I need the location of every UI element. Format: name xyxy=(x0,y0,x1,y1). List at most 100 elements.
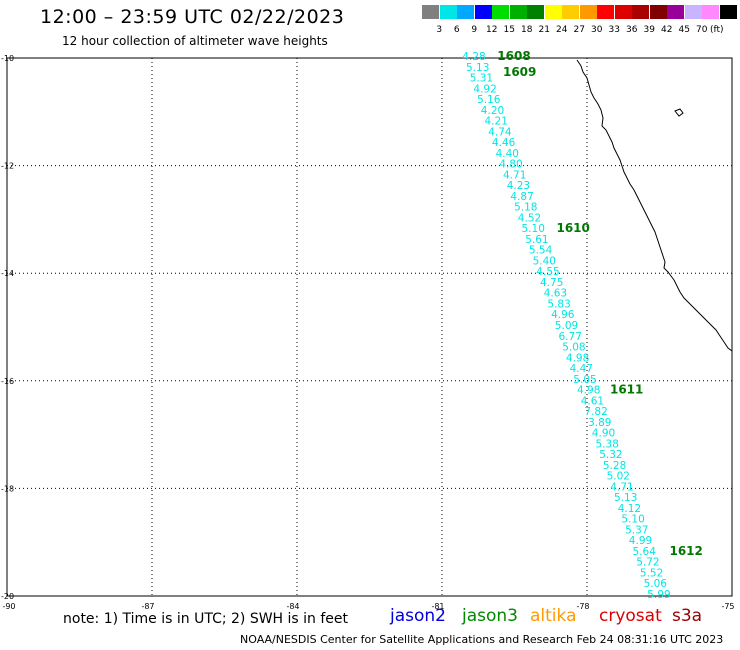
swh-value: 5.08 xyxy=(562,342,585,354)
legend-swatch xyxy=(439,5,457,19)
legend-swatch xyxy=(492,5,509,19)
swh-value: 4.23 xyxy=(507,180,530,192)
legend-label: 9 xyxy=(471,25,478,35)
swh-value: 7.82 xyxy=(584,406,607,418)
swh-value: 5.52 xyxy=(640,567,663,579)
legend-label: 39 xyxy=(643,25,655,35)
swh-value: 5.38 xyxy=(596,438,619,450)
chart-subtitle: 12 hour collection of altimeter wave hei… xyxy=(62,34,328,48)
graticule xyxy=(7,58,732,596)
legend-swatch xyxy=(649,5,667,19)
swh-value: 5.40 xyxy=(533,255,556,267)
legend-label: 45 xyxy=(678,25,690,35)
legend-label: 15 xyxy=(503,25,515,35)
satellite-label-altika: altika xyxy=(530,606,577,626)
swh-value: 5.06 xyxy=(644,578,668,590)
footer-note: note: 1) Time is in UTC; 2) SWH is in fe… xyxy=(63,611,349,627)
swh-value: 5.32 xyxy=(599,449,622,461)
legend-label: 33 xyxy=(608,25,620,35)
satellite-label-cryosat: cryosat xyxy=(599,606,662,626)
legend-swatch xyxy=(457,5,474,19)
longitude-tick-label: -84 xyxy=(286,602,299,611)
swh-value: 4.55 xyxy=(536,266,559,278)
time-label: 1609 xyxy=(503,65,536,79)
legend-swatch xyxy=(527,5,544,19)
swh-value: 4.92 xyxy=(473,83,496,95)
swh-value: 5.64 xyxy=(633,546,657,558)
latitude-ticks: -10 -12 -14 -16 -18 -20 xyxy=(1,54,14,601)
legend-swatch xyxy=(632,5,649,19)
legend-swatch xyxy=(597,5,614,19)
swh-value: 4.98 xyxy=(566,352,589,364)
legend-swatch xyxy=(614,5,632,19)
latitude-tick-label: -18 xyxy=(1,484,14,493)
satellite-label-jason2: jason2 xyxy=(390,606,446,626)
legend-label: 21 xyxy=(538,25,550,35)
swh-value: 5.61 xyxy=(525,234,548,246)
legend-swatch xyxy=(719,5,737,19)
swh-value: 4.71 xyxy=(610,481,633,493)
swh-value: 4.87 xyxy=(510,191,533,203)
time-label: 1608 xyxy=(497,49,530,63)
swh-value: 5.10 xyxy=(621,514,644,526)
legend-swatch xyxy=(579,5,597,19)
swh-value: 4.98 xyxy=(577,385,600,397)
latitude-tick-label: -16 xyxy=(1,377,14,386)
swh-value: 6.77 xyxy=(559,331,582,343)
legend-label: 27 xyxy=(573,25,585,35)
time-label: 1611 xyxy=(610,383,643,397)
swh-value: 5.13 xyxy=(614,492,637,504)
longitude-tick-label: -75 xyxy=(721,602,734,611)
longitude-ticks: -90 -87 -84 -81 -78 -75 xyxy=(2,602,734,611)
satellite-label-s3a: s3a xyxy=(672,606,703,626)
satellite-label-jason3: jason3 xyxy=(462,606,518,626)
legend-label: 12 xyxy=(486,25,498,35)
swh-value: 4.47 xyxy=(570,363,593,375)
swh-value: 5.28 xyxy=(603,460,626,472)
legend-label: 70 xyxy=(696,25,708,35)
swh-value: 4.28 xyxy=(462,51,485,63)
time-label: 1612 xyxy=(669,544,702,558)
swh-value: 5.13 xyxy=(466,62,489,74)
swh-value: 4.75 xyxy=(540,277,563,289)
longitude-tick-label: -90 xyxy=(2,602,15,611)
swh-value: 5.09 xyxy=(555,320,578,332)
swh-value: 5.18 xyxy=(514,202,537,214)
legend-label: 6 xyxy=(453,25,460,35)
legend-label: 42 xyxy=(661,25,673,35)
swh-value: 5.10 xyxy=(522,223,545,235)
swh-value: 5.83 xyxy=(547,298,570,310)
legend-label: 30 xyxy=(591,25,603,35)
swh-value: 4.90 xyxy=(592,428,615,440)
altimeter-track: 4.285.135.314.925.164.204.214.744.464.40… xyxy=(462,49,703,601)
swh-value: 4.52 xyxy=(518,212,541,224)
swh-value: 3.89 xyxy=(588,417,611,429)
swh-value: 5.72 xyxy=(636,557,659,569)
time-label: 1610 xyxy=(556,221,589,235)
swh-value: 4.46 xyxy=(492,137,516,149)
latitude-tick-label: -10 xyxy=(1,54,14,63)
latitude-tick-label: -20 xyxy=(1,592,14,601)
legend-label: 36 xyxy=(626,25,638,35)
swh-value: 4.96 xyxy=(551,309,575,321)
chart-title: 12:00 – 23:59 UTC 02/22/2023 xyxy=(40,6,345,28)
longitude-tick-label: -87 xyxy=(141,602,154,611)
swh-value: 5.37 xyxy=(625,524,648,536)
swh-value: 4.71 xyxy=(503,169,526,181)
island-outline xyxy=(674,108,684,117)
swh-value: 5.54 xyxy=(529,245,553,257)
swh-value: 4.74 xyxy=(488,126,512,138)
swh-value: 5.02 xyxy=(607,471,630,483)
swh-value: 4.80 xyxy=(499,159,522,171)
legend-swatch xyxy=(684,5,702,19)
swh-value: 4.99 xyxy=(629,535,652,547)
legend-swatch xyxy=(509,5,527,19)
legend-swatch xyxy=(562,5,579,19)
legend-label: 18 xyxy=(521,25,533,35)
swh-value: 4.40 xyxy=(496,148,519,160)
legend-label: 3 xyxy=(436,25,443,35)
legend-unit: (ft) xyxy=(710,25,724,35)
legend-swatch xyxy=(702,5,719,19)
latitude-tick-label: -14 xyxy=(1,269,14,278)
swh-value: 5.99 xyxy=(647,589,670,601)
